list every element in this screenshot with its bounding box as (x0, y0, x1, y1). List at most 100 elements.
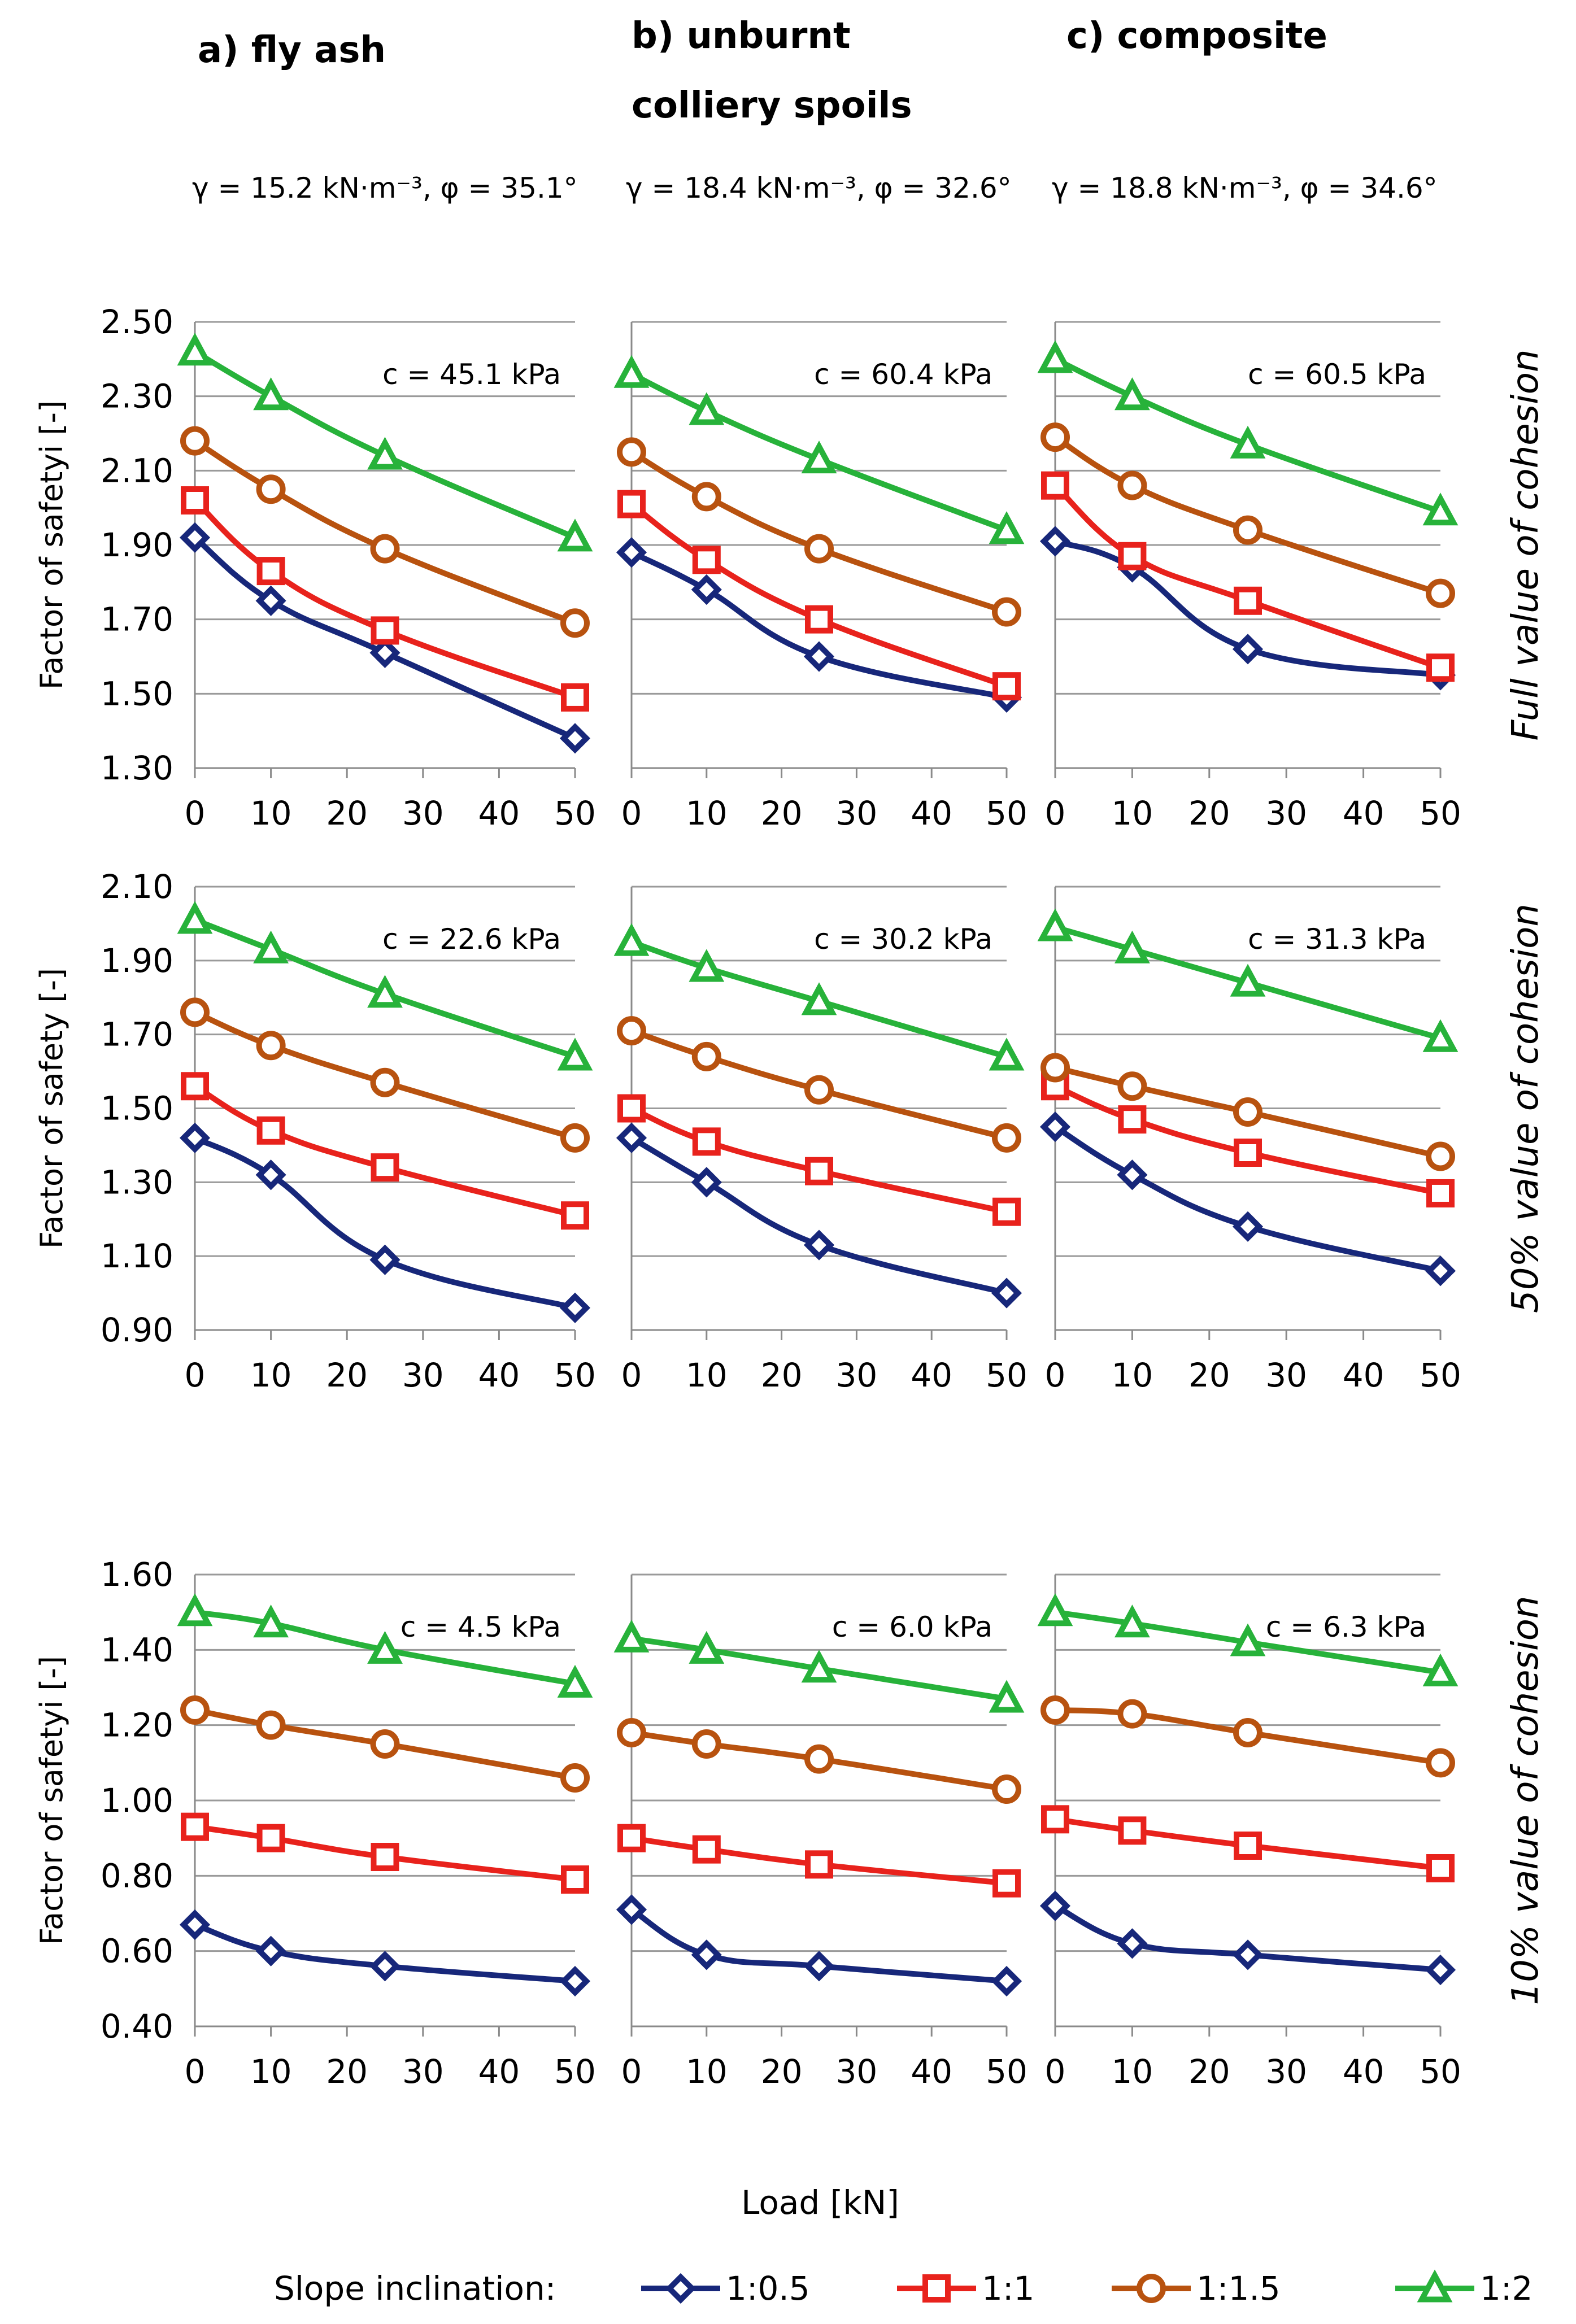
x-tick-label-r0-c1-4: 40 (911, 794, 952, 832)
series-line-1-2-r0-c0 (193, 349, 576, 540)
y-tick-label-r1-2: 1.30 (101, 1163, 173, 1201)
point-1-2-r2-c0-1 (253, 1604, 289, 1638)
point-1-0-5-r0-c2-0 (1039, 526, 1071, 557)
point-1-0-5-r2-c0-2 (369, 1951, 400, 1982)
point-1-2-r2-c1-2 (801, 1650, 837, 1683)
y-axis-label-r1: Factor of safety [-] (34, 968, 69, 1249)
point-1-1-r1-c0-3 (561, 1201, 589, 1230)
series-1-1-r2-c0 (181, 1812, 589, 1894)
x-tick-label-r1-c2-3: 30 (1265, 1356, 1307, 1394)
series-line-1-0-5-r0-c0 (193, 535, 577, 741)
series-line-1-2-r2-c1 (631, 1636, 1007, 1702)
series-line-1-1-r1-c1 (630, 1105, 1008, 1215)
point-1-0-5-r1-c0-2 (369, 1244, 400, 1275)
point-1-1-5-r0-c0-0 (180, 426, 210, 456)
row-label-1: 50% value of cohesion (1505, 904, 1547, 1313)
x-tick-label-r0-c2-2: 20 (1188, 794, 1230, 832)
legend-label-1-1: 1:1 (982, 2269, 1034, 2308)
x-tick-label-r1-c2-0: 0 (1045, 1356, 1066, 1394)
legend-label-1-2: 1:2 (1480, 2269, 1533, 2308)
point-1-1-5-r1-c1-2 (804, 1075, 834, 1105)
column-params-1: γ = 18.4 kN·m⁻³, φ = 32.6° (626, 172, 1012, 204)
point-1-0-5-r2-c0-3 (559, 1965, 591, 1997)
point-1-1-5-r0-c1-0 (617, 437, 646, 467)
point-1-0-5-r1-c2-1 (1117, 1159, 1148, 1191)
y-tick-label-r2-6: 1.60 (101, 1555, 173, 1594)
point-1-1-r1-c1-0 (617, 1094, 646, 1123)
y-tick-label-r0-3: 1.90 (101, 526, 173, 564)
series-1-0-5-r2-c2 (1039, 1890, 1456, 1986)
legend-marker-1-2 (1417, 2269, 1453, 2303)
x-tick-label-r1-c2-4: 40 (1343, 1356, 1385, 1394)
series-line-1-1-r2-c0 (194, 1824, 576, 1882)
point-1-2-r0-c2-3 (1422, 492, 1459, 526)
x-tick-label-r2-c1-5: 50 (986, 2052, 1028, 2091)
panel-r2-c2: 0 10 20 30 40 50 c = 6.3 kPa (1037, 1573, 1461, 2091)
point-1-2-r1-c1-2 (801, 982, 837, 1015)
point-1-1-5-r1-c2-0 (1040, 1053, 1070, 1083)
point-1-1-r0-c0-1 (256, 557, 285, 586)
point-1-1-r2-c2-0 (1041, 1805, 1069, 1834)
point-1-1-r2-c0-1 (256, 1824, 285, 1852)
point-1-1-r0-c0-3 (561, 683, 589, 712)
point-1-1-5-r1-c2-3 (1426, 1141, 1455, 1171)
point-1-2-r0-c0-0 (177, 333, 213, 366)
point-1-2-r1-c0-3 (557, 1037, 593, 1071)
panel-r1-c2: 0 10 20 30 40 50 c = 31.3 kPa (1037, 886, 1461, 1394)
point-1-1-5-r1-c1-0 (617, 1016, 646, 1046)
point-1-0-5-r2-c2-2 (1232, 1939, 1264, 1970)
point-1-1-5-r0-c0-2 (370, 534, 400, 564)
point-1-1-5-r1-c0-2 (370, 1067, 400, 1097)
point-1-2-r2-c2-3 (1422, 1653, 1459, 1686)
series-line-1-2-r1-c2 (1054, 925, 1442, 1041)
x-tick-label-r2-c0-4: 40 (478, 2052, 520, 2091)
point-1-2-r0-c0-2 (367, 437, 403, 470)
point-1-1-5-r2-c1-0 (617, 1718, 646, 1747)
point-1-1-5-r1-c1-3 (992, 1123, 1021, 1153)
cohesion-annotation-r0-c2: c = 60.5 kPa (1248, 358, 1426, 391)
point-1-1-5-r0-c2-1 (1117, 470, 1147, 500)
x-tick-label-r0-c0-2: 20 (326, 794, 368, 832)
point-1-1-r2-c2-3 (1426, 1854, 1455, 1882)
point-1-1-5-r2-c0-2 (370, 1729, 400, 1759)
x-tick-label-r2-c1-2: 20 (761, 2052, 803, 2091)
x-tick-label-r0-c1-0: 0 (621, 794, 642, 832)
column-titles: a) fly ash γ = 15.2 kN·m⁻³, φ = 35.1° b) u… (192, 15, 1438, 204)
cohesion-annotation-r1-c0: c = 22.6 kPa (382, 923, 561, 956)
point-1-1-5-r0-c1-2 (804, 534, 834, 564)
point-1-0-5-r1-c0-3 (559, 1292, 591, 1323)
point-1-1-5-r1-c0-3 (560, 1123, 590, 1153)
x-tick-label-r2-c1-3: 30 (835, 2052, 877, 2091)
y-tick-label-r2-4: 1.20 (101, 1706, 173, 1745)
series-1-1-5-r1-c1 (617, 1016, 1021, 1153)
point-1-0-5-r1-c2-3 (1425, 1255, 1456, 1287)
column-params-0: γ = 15.2 kN·m⁻³, φ = 35.1° (192, 172, 578, 204)
point-1-0-5-r2-c2-1 (1117, 1928, 1148, 1959)
y-tick-label-r0-4: 2.10 (101, 451, 173, 490)
x-tick-label-r1-c2-5: 50 (1420, 1356, 1461, 1394)
cohesion-annotation-r0-c0: c = 45.1 kPa (382, 358, 561, 391)
x-axis-label: Load [kN] (741, 2183, 899, 2222)
point-1-1-5-r2-c2-2 (1233, 1718, 1262, 1747)
point-1-1-5-r0-c0-1 (256, 474, 286, 504)
y-tick-label-r2-3: 1.00 (101, 1781, 173, 1820)
point-1-1-r2-c2-2 (1234, 1832, 1262, 1860)
point-1-2-r1-c1-3 (989, 1037, 1025, 1071)
point-1-2-r0-c0-1 (253, 377, 289, 411)
point-1-1-5-r0-c1-1 (691, 482, 721, 512)
point-1-1-r2-c0-0 (181, 1812, 209, 1841)
series-line-1-1-r2-c2 (1055, 1816, 1441, 1871)
x-tick-label-r1-c2-2: 20 (1188, 1356, 1230, 1394)
x-tick-label-r0-c2-5: 50 (1420, 794, 1461, 832)
x-tick-label-r1-c0-3: 30 (402, 1356, 444, 1394)
panel-r0-c0: 0 10 20 30 40 50 1.30 1.50 1.70 1.90 2.10 2.30 2.50 F… (34, 303, 596, 832)
y-tick-label-r0-2: 1.70 (101, 600, 173, 639)
point-1-0-5-r2-c0-1 (255, 1935, 286, 1967)
y-tick-label-r2-1: 0.60 (101, 1932, 173, 1970)
series-1-1-5-r0-c1 (617, 437, 1021, 627)
series-1-2-r0-c2 (1037, 340, 1459, 526)
x-tick-label-r2-c1-4: 40 (911, 2052, 952, 2091)
point-1-1-5-r2-c1-1 (691, 1729, 721, 1759)
point-1-2-r0-c1-0 (613, 355, 650, 388)
point-1-2-r0-c0-3 (557, 518, 593, 552)
